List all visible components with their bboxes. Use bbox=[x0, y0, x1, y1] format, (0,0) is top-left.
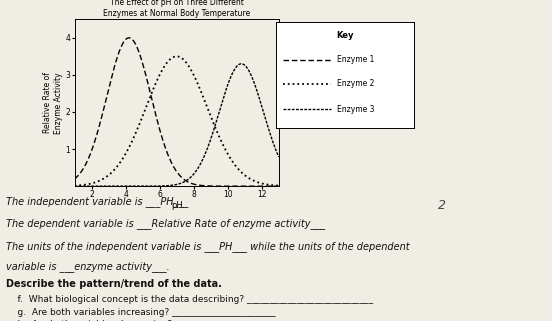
Text: Key: Key bbox=[336, 31, 354, 40]
Title: The Effect of pH on Three Different
Enzymes at Normal Body Temperature: The Effect of pH on Three Different Enzy… bbox=[103, 0, 250, 19]
Text: variable is ___enzyme activity___.: variable is ___enzyme activity___. bbox=[6, 261, 169, 272]
Text: f.  What biological concept is the data describing? ____________________________: f. What biological concept is the data d… bbox=[6, 295, 373, 304]
Text: g.  Are both variables increasing? _______________________: g. Are both variables increasing? ______… bbox=[6, 308, 275, 317]
Text: The dependent variable is ___Relative Rate of enzyme activity___: The dependent variable is ___Relative Ra… bbox=[6, 218, 325, 229]
Text: The units of the independent variable is ___PH___ while the units of the depende: The units of the independent variable is… bbox=[6, 241, 409, 252]
X-axis label: pH: pH bbox=[171, 201, 183, 210]
Text: Enzyme 1: Enzyme 1 bbox=[337, 55, 374, 64]
Y-axis label: Relative Rate of
Enzyme Activity: Relative Rate of Enzyme Activity bbox=[43, 72, 63, 134]
Text: 2: 2 bbox=[438, 199, 445, 212]
Text: Enzyme 2: Enzyme 2 bbox=[337, 79, 374, 88]
Text: The independent variable is ___PH___: The independent variable is ___PH___ bbox=[6, 196, 188, 207]
Text: h.  Are both variables decreasing? _______________________: h. Are both variables decreasing? ______… bbox=[6, 320, 278, 321]
Text: Enzyme 3: Enzyme 3 bbox=[337, 105, 374, 114]
Text: Describe the pattern/trend of the data.: Describe the pattern/trend of the data. bbox=[6, 279, 221, 289]
